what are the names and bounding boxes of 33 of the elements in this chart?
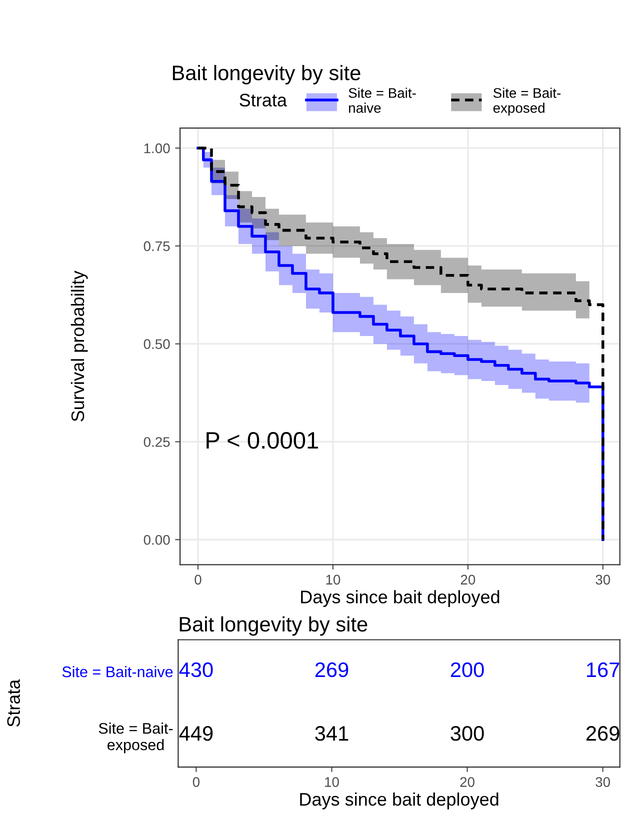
data-label: 449 — [179, 726, 213, 741]
legend-title: Strata — [240, 94, 287, 107]
x-tick-label: 10 — [325, 777, 339, 787]
data-label: 300 — [450, 726, 484, 741]
y-tick-label: 0.00 — [144, 534, 170, 545]
y-tick-label: 1.00 — [144, 143, 170, 154]
x-tick-label: 20 — [460, 574, 476, 585]
chart-title: Bait longevity by site — [172, 64, 360, 84]
legend-label: Site = Bait- exposed — [493, 88, 560, 116]
y-tick-label: Site = Bait-naive — [62, 666, 173, 678]
legend-label: Site = Bait- naive — [348, 88, 416, 113]
data-label: 430 — [179, 662, 213, 678]
y-tick-label: 0.25 — [144, 437, 170, 447]
x-axis-title: Days since bait deployed — [301, 590, 500, 607]
x-tick-label: 30 — [596, 777, 610, 787]
chart-title: Bait longevity by site — [180, 616, 368, 636]
x-tick-label: 20 — [460, 777, 474, 787]
y-tick-label: Site = Bait- exposed — [98, 722, 173, 754]
y-tick-label: 0.75 — [144, 241, 170, 252]
data-label: 200 — [450, 662, 484, 678]
y-axis-title: Strata — [7, 679, 20, 727]
data-label: 341 — [315, 726, 348, 741]
y-tick-label: 0.50 — [144, 339, 170, 350]
y-axis-title: Survival probability — [70, 270, 88, 422]
x-tick-label: 0 — [192, 777, 200, 787]
x-tick-label: 0 — [194, 574, 202, 585]
x-axis-title: Days since bait deployed — [300, 792, 498, 810]
data-label: 269 — [586, 726, 620, 741]
annotation: P < 0.0001 — [206, 432, 318, 449]
x-tick-label: 30 — [596, 574, 610, 585]
data-label: 167 — [587, 662, 620, 678]
data-label: 269 — [315, 662, 348, 678]
x-tick-label: 10 — [326, 574, 340, 585]
